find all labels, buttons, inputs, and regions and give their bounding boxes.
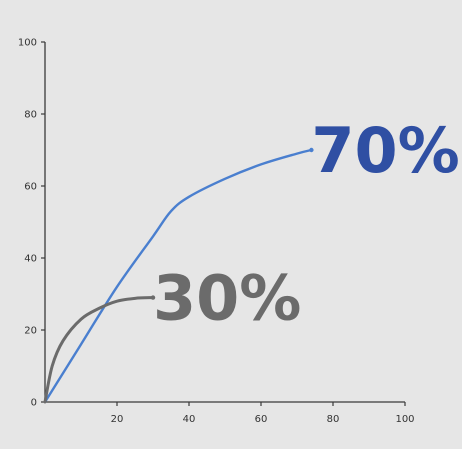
series-end-point-1	[309, 147, 314, 153]
series-end-point-2	[150, 295, 156, 300]
x-tick-label: 40	[183, 414, 196, 425]
y-tick-label: 20	[24, 326, 37, 337]
y-tick-label: 60	[24, 182, 37, 193]
x-tick-label: 60	[255, 414, 268, 425]
series-line-2	[43, 296, 155, 404]
label-70-percent: 70%	[311, 114, 459, 187]
x-tick-label: 100	[395, 414, 414, 425]
y-tick-label: 100	[18, 38, 37, 49]
chart-axes	[44, 42, 405, 403]
chart-series	[43, 147, 314, 404]
x-tick-label: 80	[327, 414, 340, 425]
y-tick-label: 0	[31, 398, 37, 409]
x-tick-label: 20	[111, 414, 124, 425]
chart-ticks: 0 20 40 60 80 100 20 40 60 80 100	[18, 38, 415, 426]
label-30-percent: 30%	[153, 262, 301, 335]
y-tick-label: 80	[24, 110, 37, 121]
chart-end-labels: 70% 30%	[153, 114, 460, 335]
y-tick-label: 40	[24, 254, 37, 265]
series-line-1	[43, 148, 313, 404]
